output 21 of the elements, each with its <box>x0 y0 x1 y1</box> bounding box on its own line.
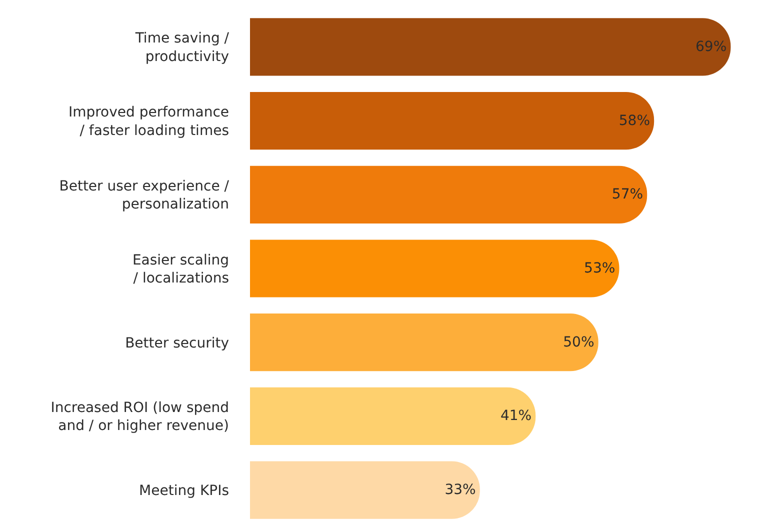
y-tick-label: Easier scaling / localizations <box>132 252 229 286</box>
data-label: 69% <box>696 38 727 55</box>
bar <box>250 166 648 224</box>
bar <box>250 387 536 446</box>
data-label: 33% <box>444 482 476 498</box>
bar <box>250 240 620 298</box>
y-tick-label: Better security <box>125 335 229 352</box>
y-tick-label: Time saving / productivity <box>134 30 230 65</box>
y-tick-label: Meeting KPIs <box>139 482 229 499</box>
bar <box>250 92 654 150</box>
data-label: 58% <box>618 112 650 129</box>
y-tick-label: Increased ROI (low spend and / or higher revenue) <box>50 400 229 434</box>
y-tick-label: Improved performance / faster loading times <box>68 104 229 139</box>
bar <box>250 18 731 76</box>
data-label: 50% <box>563 334 594 350</box>
data-label: 57% <box>612 186 644 203</box>
bar <box>250 461 480 519</box>
bar <box>250 314 598 372</box>
data-label: 53% <box>584 260 616 276</box>
y-tick-label: Better user experience / personalization <box>59 178 230 213</box>
data-label: 41% <box>500 408 532 424</box>
